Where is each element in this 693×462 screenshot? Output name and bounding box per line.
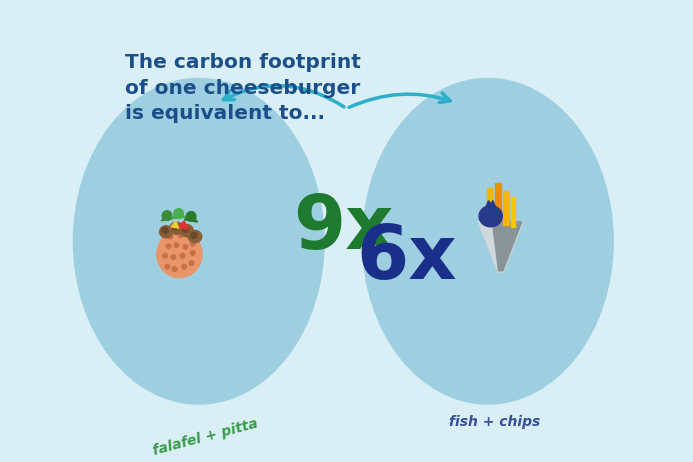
FancyBboxPatch shape (511, 197, 515, 227)
FancyBboxPatch shape (504, 191, 509, 225)
Circle shape (188, 236, 193, 240)
Circle shape (162, 211, 172, 220)
Text: fish + chips: fish + chips (448, 415, 540, 429)
Circle shape (183, 244, 188, 249)
Circle shape (191, 250, 195, 255)
Text: 6x: 6x (356, 222, 457, 295)
Polygon shape (492, 222, 522, 271)
Ellipse shape (159, 226, 173, 238)
Circle shape (174, 209, 184, 219)
FancyArrowPatch shape (223, 86, 344, 107)
FancyBboxPatch shape (495, 183, 501, 222)
FancyBboxPatch shape (486, 188, 492, 225)
Text: 9x: 9x (292, 192, 393, 265)
Circle shape (173, 267, 177, 271)
FancyArrowPatch shape (349, 93, 450, 107)
Ellipse shape (188, 231, 202, 243)
Ellipse shape (157, 231, 202, 278)
Circle shape (166, 244, 171, 249)
Circle shape (182, 264, 186, 269)
Polygon shape (178, 221, 188, 229)
Circle shape (165, 264, 170, 269)
Circle shape (189, 261, 194, 265)
Polygon shape (184, 213, 198, 222)
Text: The carbon footprint
of one cheeseburger
is equivalent to...: The carbon footprint of one cheeseburger… (125, 53, 360, 123)
Circle shape (162, 228, 168, 234)
Polygon shape (161, 213, 173, 221)
Text: falafel + pitta: falafel + pitta (151, 417, 259, 458)
Polygon shape (478, 222, 523, 272)
Circle shape (180, 254, 185, 258)
Ellipse shape (362, 79, 613, 404)
Polygon shape (172, 211, 186, 219)
Ellipse shape (170, 222, 183, 234)
Ellipse shape (479, 206, 502, 227)
Circle shape (174, 243, 179, 247)
Circle shape (172, 224, 178, 230)
Circle shape (168, 234, 173, 239)
Circle shape (171, 255, 176, 259)
Circle shape (182, 226, 188, 232)
Circle shape (163, 254, 167, 258)
Circle shape (191, 242, 195, 246)
Ellipse shape (180, 225, 193, 237)
Polygon shape (171, 221, 179, 228)
Polygon shape (486, 201, 495, 206)
Ellipse shape (73, 79, 324, 404)
Circle shape (186, 212, 196, 221)
Circle shape (178, 233, 183, 237)
Circle shape (191, 232, 197, 238)
